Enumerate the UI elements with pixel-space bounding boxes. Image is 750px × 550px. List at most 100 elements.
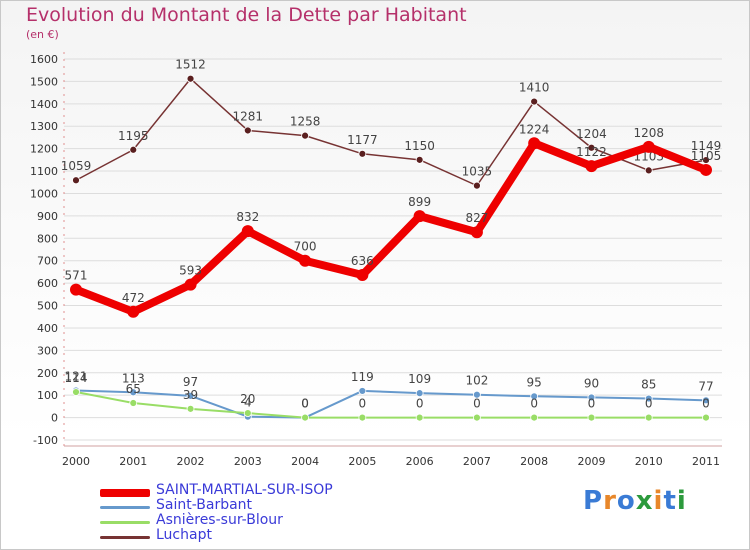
data-point	[72, 176, 80, 185]
legend-label: Saint-Barbant	[156, 497, 253, 513]
y-tick-label: 900	[37, 210, 58, 223]
data-label: 0	[301, 397, 309, 411]
data-label: 0	[473, 397, 481, 411]
data-point	[587, 143, 596, 152]
data-label: 1204	[576, 127, 607, 141]
data-label: 97	[183, 375, 198, 389]
data-label: 114	[65, 371, 88, 385]
data-point	[358, 413, 367, 422]
data-label: 109	[408, 372, 431, 386]
logo-letter: x	[635, 486, 654, 516]
chart-title: Evolution du Montant de la Dette par Hab…	[26, 4, 467, 26]
x-tick-label: 2008	[520, 455, 548, 468]
logo-letter: P	[583, 486, 604, 516]
data-label: 90	[584, 376, 599, 390]
data-point	[186, 74, 195, 83]
series-line	[75, 77, 707, 187]
data-label: 1059	[61, 159, 92, 173]
data-point	[186, 404, 195, 413]
data-point	[358, 387, 367, 395]
series-line	[75, 389, 707, 419]
data-point	[301, 131, 309, 140]
logo-letter: i	[676, 486, 687, 516]
data-point	[241, 225, 254, 238]
data-point	[72, 388, 80, 396]
proxiti-logo: Proxiti	[583, 486, 687, 516]
data-label: 95	[527, 375, 542, 389]
data-label: 571	[65, 269, 88, 283]
data-point	[530, 392, 539, 401]
y-tick-label: 0	[51, 412, 58, 425]
data-label: 899	[408, 195, 431, 209]
data-point	[702, 413, 710, 422]
legend-swatch	[100, 536, 150, 539]
legend-swatch	[100, 521, 150, 524]
data-point	[415, 413, 424, 422]
y-tick-label: 400	[37, 322, 58, 335]
data-point	[129, 388, 138, 397]
x-tick-label: 2000	[62, 455, 90, 468]
data-point	[530, 97, 539, 106]
x-tick-label: 2010	[635, 455, 663, 468]
y-tick-label: 100	[37, 389, 58, 402]
data-point	[129, 145, 138, 154]
data-point	[528, 137, 541, 150]
data-point	[243, 409, 252, 418]
legend-swatch	[100, 506, 150, 509]
data-point	[299, 254, 312, 267]
data-point	[186, 391, 195, 400]
data-label: 1035	[462, 165, 493, 179]
legend-label: Luchapt	[156, 527, 212, 543]
data-label: 121	[65, 369, 88, 383]
y-tick-label: 1600	[30, 53, 58, 66]
data-label: 119	[351, 370, 374, 384]
data-point	[356, 269, 369, 282]
data-label: 1105	[691, 149, 722, 163]
data-point	[413, 210, 426, 223]
data-label: 0	[416, 397, 424, 411]
logo-letter: r	[603, 486, 617, 516]
data-label: 827	[465, 211, 488, 225]
data-point	[415, 389, 424, 398]
x-tick-label: 2009	[577, 455, 605, 468]
data-point	[127, 305, 140, 318]
legend-label: SAINT-MARTIAL-SUR-ISOP	[156, 482, 333, 498]
data-label: 472	[122, 291, 145, 305]
data-label: 1195	[118, 129, 149, 143]
data-label: 0	[645, 397, 653, 411]
data-point	[587, 393, 596, 402]
legend-label: Asnières-sur-Blour	[156, 512, 283, 528]
data-label: 0	[359, 397, 367, 411]
data-point	[70, 283, 82, 296]
data-label: 20	[240, 392, 255, 406]
data-label: 0	[588, 397, 596, 411]
data-label: 1149	[691, 139, 722, 153]
data-point	[585, 160, 598, 173]
data-point	[470, 226, 483, 239]
data-point	[587, 413, 596, 422]
data-point	[184, 278, 197, 291]
series-line	[72, 139, 710, 316]
data-label: 1208	[633, 126, 664, 140]
y-tick-label: 700	[37, 255, 58, 268]
data-label: 1177	[347, 133, 378, 147]
data-point	[644, 394, 653, 403]
data-label: 700	[294, 240, 317, 254]
y-tick-label: 200	[37, 367, 58, 380]
y-tick-label: 800	[37, 232, 58, 245]
y-tick-label: -100	[33, 434, 58, 447]
x-tick-label: 2007	[463, 455, 491, 468]
data-point	[473, 413, 481, 422]
data-point	[702, 156, 710, 164]
chart-subtitle: (en €)	[26, 28, 59, 41]
y-tick-label: 300	[37, 344, 58, 357]
data-point	[243, 126, 252, 135]
logo-letter: o	[616, 486, 636, 516]
data-label: 1410	[519, 81, 550, 95]
x-tick-label: 2001	[119, 455, 147, 468]
data-label: 832	[236, 210, 259, 224]
data-point	[473, 181, 481, 190]
data-label: 77	[698, 379, 713, 393]
